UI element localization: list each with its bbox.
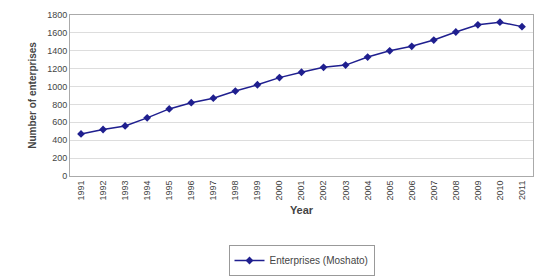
svg-text:2000: 2000 — [274, 181, 284, 201]
svg-text:200: 200 — [52, 153, 67, 163]
svg-text:600: 600 — [52, 117, 67, 127]
svg-text:Enterprises (Moshato): Enterprises (Moshato) — [270, 255, 368, 266]
svg-text:2011: 2011 — [517, 181, 527, 200]
svg-text:800: 800 — [52, 100, 67, 110]
svg-text:2004: 2004 — [363, 181, 373, 201]
svg-text:2005: 2005 — [385, 181, 395, 201]
svg-text:0: 0 — [62, 171, 67, 181]
svg-text:1999: 1999 — [252, 181, 262, 201]
svg-text:2010: 2010 — [495, 181, 505, 201]
svg-text:2006: 2006 — [407, 181, 417, 201]
svg-text:2007: 2007 — [429, 181, 439, 201]
svg-text:1994: 1994 — [142, 181, 152, 201]
svg-text:2008: 2008 — [451, 181, 461, 201]
svg-text:2002: 2002 — [318, 181, 328, 201]
svg-text:1800: 1800 — [47, 10, 67, 20]
svg-text:1991: 1991 — [76, 181, 86, 201]
svg-text:2003: 2003 — [341, 181, 351, 201]
svg-text:1998: 1998 — [230, 181, 240, 201]
svg-text:Number of enterprises: Number of enterprises — [27, 42, 38, 149]
svg-text:400: 400 — [52, 135, 67, 145]
svg-text:1000: 1000 — [47, 82, 67, 92]
svg-text:2009: 2009 — [473, 181, 483, 201]
svg-text:1996: 1996 — [186, 181, 196, 201]
svg-text:2001: 2001 — [296, 181, 306, 201]
svg-text:1600: 1600 — [47, 28, 67, 38]
svg-text:1200: 1200 — [47, 64, 67, 74]
svg-text:Year: Year — [290, 204, 314, 216]
svg-text:1400: 1400 — [47, 46, 67, 56]
svg-text:1992: 1992 — [98, 181, 108, 201]
svg-text:1997: 1997 — [208, 181, 218, 201]
svg-text:1995: 1995 — [164, 181, 174, 201]
svg-text:1993: 1993 — [120, 181, 130, 201]
